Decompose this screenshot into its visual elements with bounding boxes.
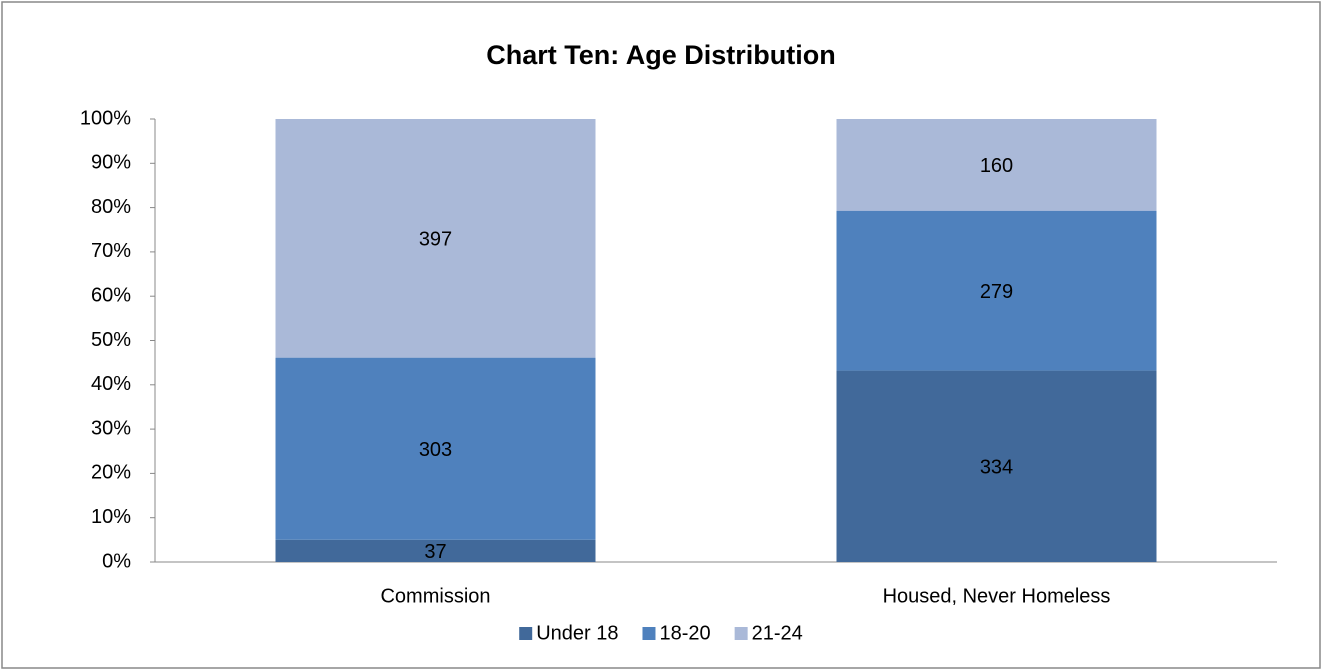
data-label: 37 [424,541,446,563]
bar-segment [275,119,596,358]
y-tick-label: 90% [91,152,131,174]
y-tick-label: 30% [91,417,131,439]
bar-segment [836,370,1157,562]
y-tick-label: 20% [91,462,131,484]
bar-segment [836,119,1157,211]
bar-segment [275,357,596,540]
y-tick-label: 100% [80,107,131,129]
data-label: 334 [980,457,1013,479]
data-label: 303 [419,439,452,461]
legend-label: Under 18 [536,622,618,644]
y-tick-label: 70% [91,240,131,262]
legend-swatch [734,627,748,640]
bar-segment [836,210,1157,371]
legend-label: 18-20 [659,622,710,644]
bar-segment [275,539,596,562]
y-tick-label: 80% [91,196,131,218]
legend-swatch [519,627,533,640]
y-tick-label: 10% [91,506,131,528]
data-label: 279 [980,281,1013,303]
chart-title: Chart Ten: Age Distribution [486,40,835,70]
data-label: 160 [980,155,1013,177]
x-tick-label: Housed, Never Homeless [883,585,1111,607]
y-tick-label: 50% [91,329,131,351]
x-tick-label: Commission [380,585,490,607]
legend-swatch [642,627,656,640]
data-label: 397 [419,229,452,251]
y-tick-label: 60% [91,284,131,306]
y-tick-label: 0% [102,550,131,572]
legend-label: 21-24 [752,622,803,644]
y-tick-label: 40% [91,373,131,395]
